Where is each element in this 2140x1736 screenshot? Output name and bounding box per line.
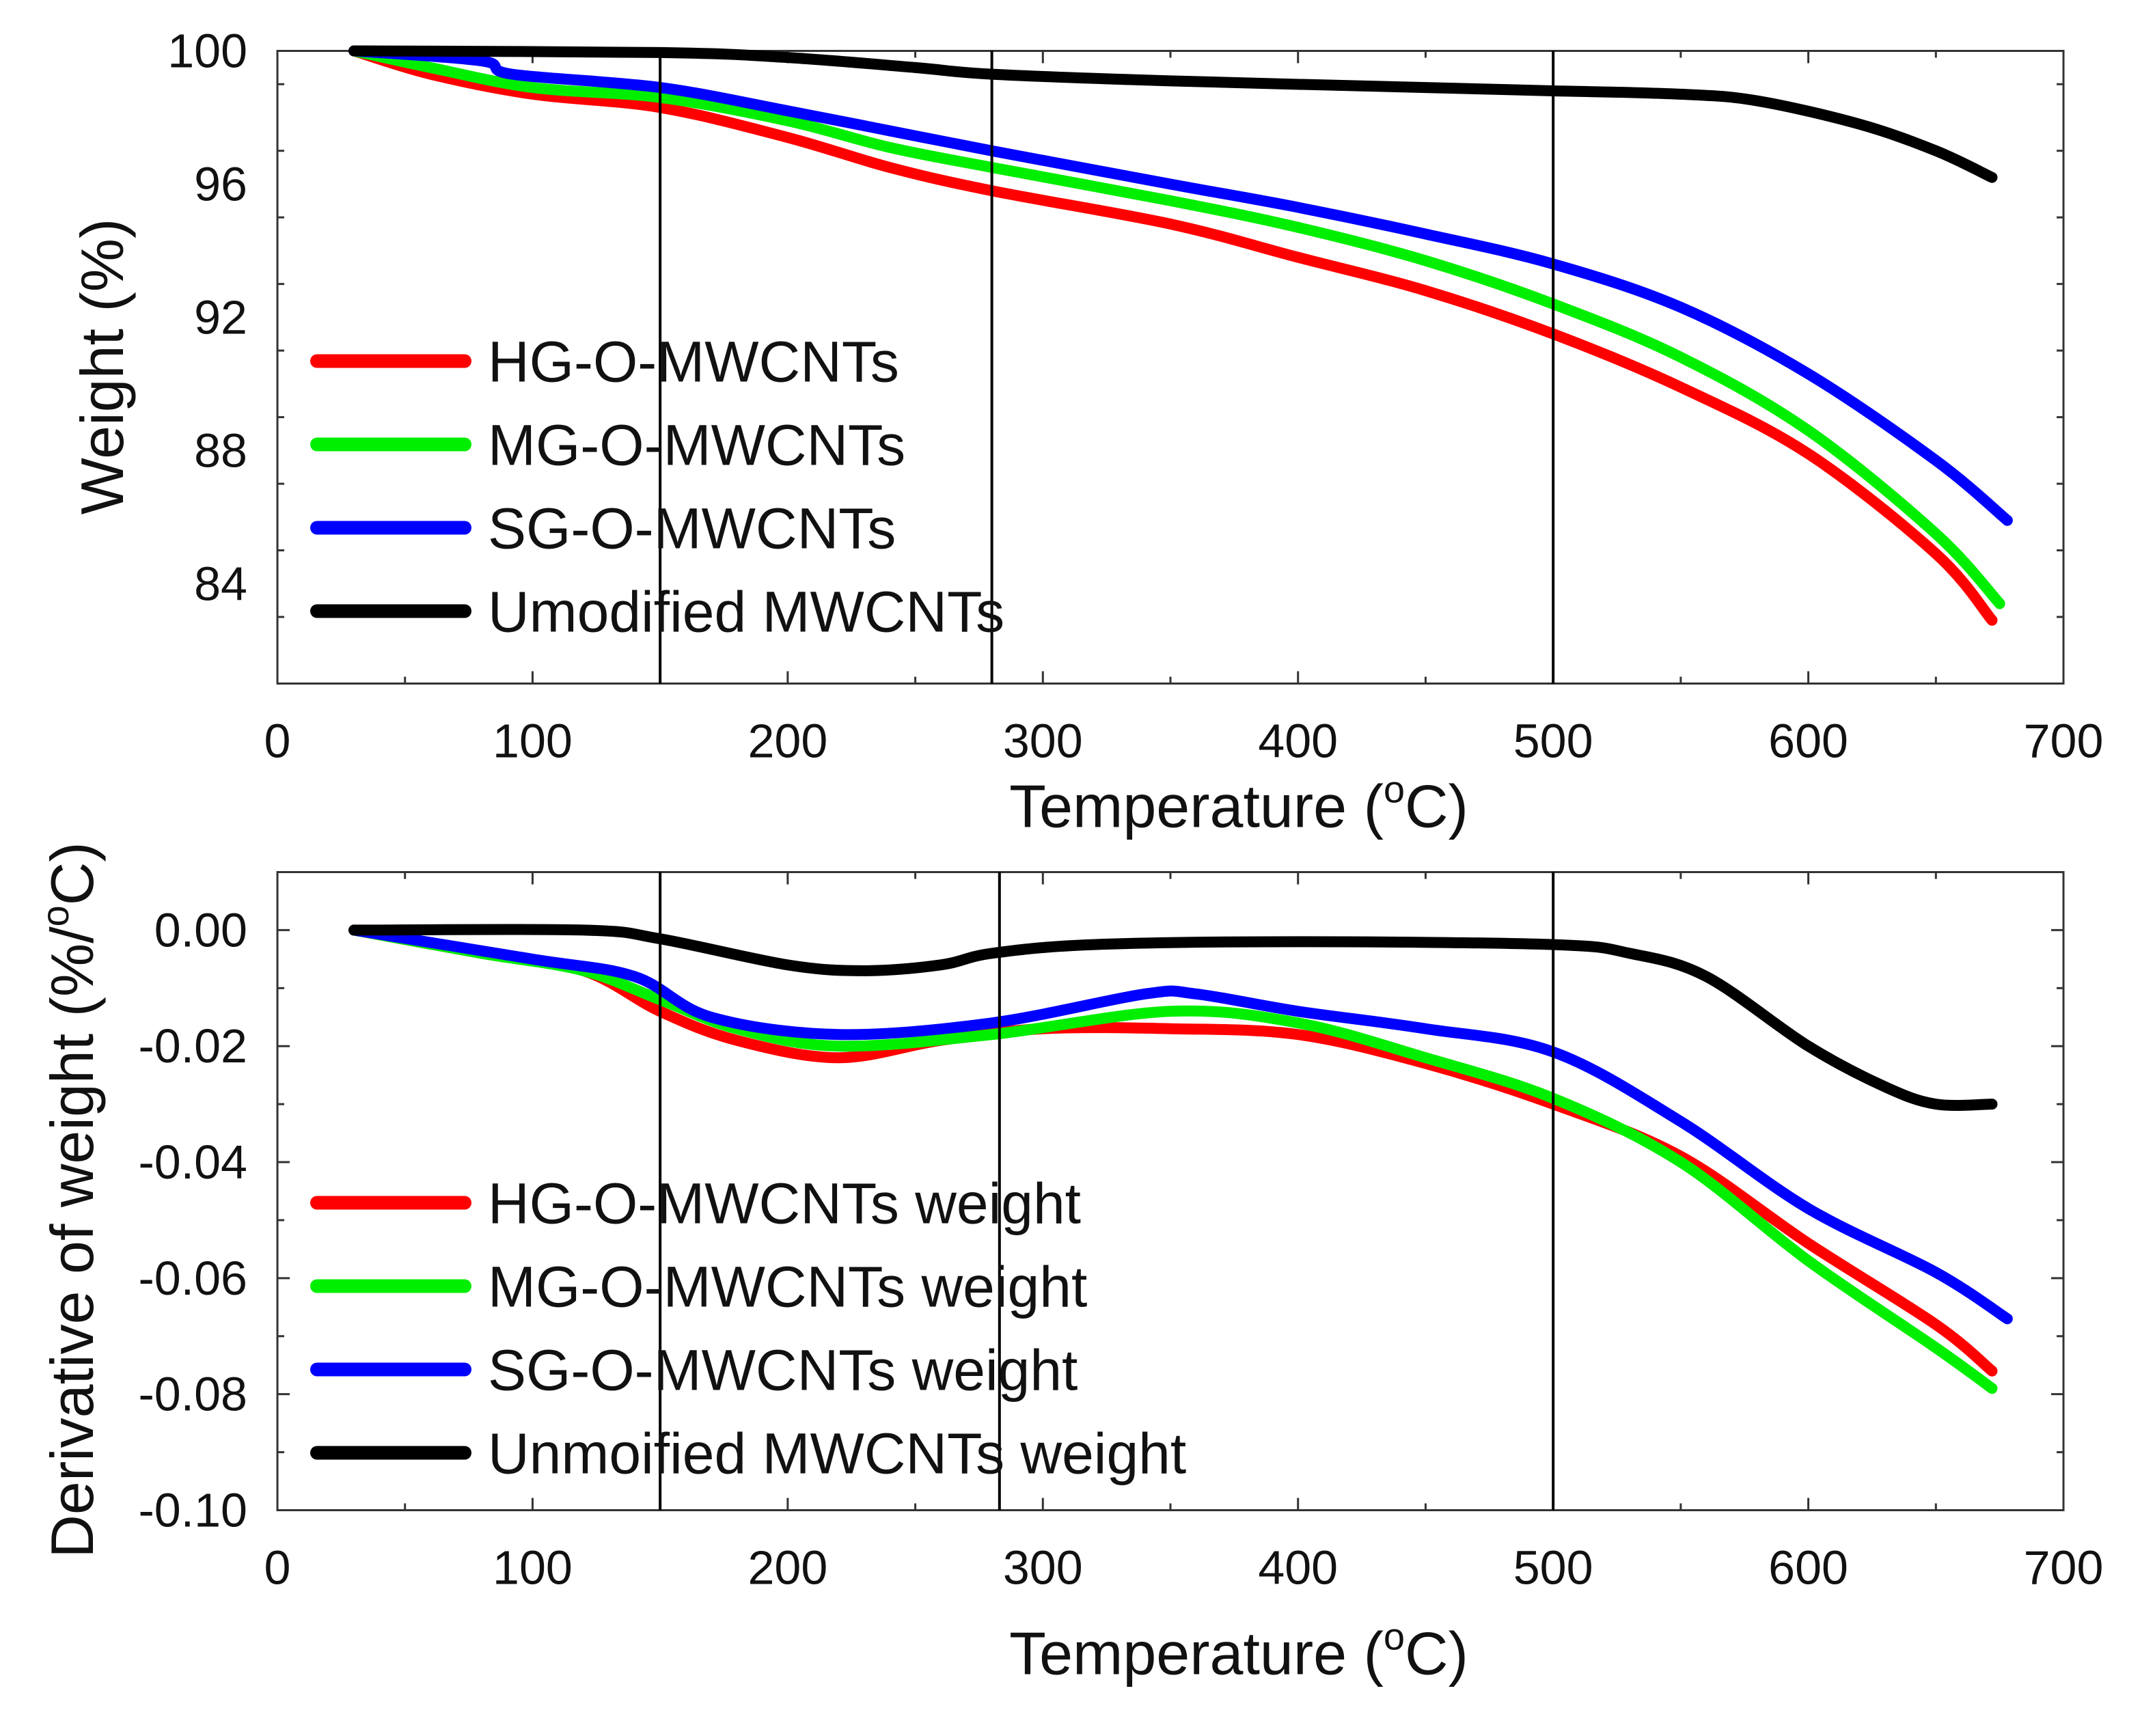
legend: HG-O-MWCNTs weight MG-O-MWCNTs weight SG-O…	[310, 1172, 1186, 1486]
x-axis-label: Temperature (oC)	[1009, 1615, 1468, 1687]
x-tick-label: 600	[1768, 1541, 1848, 1595]
y-tick-label: 84	[194, 557, 247, 610]
legend-label: HG-O-MWCNTs weight	[488, 1172, 1081, 1236]
series-line-mg-o-mwcnts-weight	[348, 924, 1998, 1394]
x-tick-label: 300	[1003, 1541, 1083, 1595]
x-axis-label-main: Temperature (	[1009, 773, 1384, 840]
y-tick-label: 92	[194, 290, 247, 344]
y-tick-label: -0.10	[138, 1484, 247, 1537]
legend-label: HG-O-MWCNTs	[488, 330, 899, 394]
series-line-mg-o-mwcnts	[348, 45, 2005, 609]
series-line-umodified-mwcnts	[348, 45, 1998, 183]
x-tick-label: 200	[747, 715, 827, 768]
y-tick-label: -0.02	[138, 1019, 247, 1073]
weight-panel: 0 100 200 300 400 500 600 700 100 96 92 88 84 Tempera…	[68, 25, 2103, 840]
x-tick-label: 200	[747, 1541, 827, 1595]
y-axis-label-main: Derivative of weight (%/	[38, 926, 106, 1558]
x-tick-label: 400	[1258, 1541, 1338, 1595]
x-axis-label-end: C)	[1405, 1620, 1468, 1687]
legend-label: SG-O-MWCNTs	[488, 497, 896, 561]
legend-label: Umodified MWCNTs	[488, 580, 1004, 644]
y-tick-label: -0.06	[138, 1252, 247, 1305]
y-tick-label: 96	[194, 157, 247, 210]
series-line-hg-o-mwcnts-weight	[348, 924, 1998, 1377]
y-axis-label: Derivative of weight (%/oC)	[33, 842, 106, 1558]
x-tick-label: 700	[2024, 715, 2104, 768]
legend-label: MG-O-MWCNTs	[488, 413, 905, 478]
legend-label: SG-O-MWCNTs weight	[488, 1338, 1078, 1403]
x-tick-label: 600	[1768, 715, 1848, 768]
x-tick-label: 0	[264, 715, 291, 768]
y-axis-label-sup: o	[33, 905, 77, 926]
y-tick-label: 100	[167, 25, 247, 78]
y-tick-label: 0.00	[154, 903, 247, 956]
legend-label: Unmoified MWCNTs weight	[488, 1422, 1186, 1486]
x-tick-label: 700	[2024, 1541, 2104, 1595]
x-axis-label: Temperature (oC)	[1009, 768, 1468, 840]
x-tick-label: 400	[1258, 715, 1338, 768]
x-tick-label: 100	[493, 1541, 573, 1595]
x-tick-label: 500	[1513, 1541, 1593, 1595]
y-tick-label: -0.08	[138, 1368, 247, 1421]
x-tick-label: 100	[493, 715, 573, 768]
x-axis-label-end: C)	[1405, 773, 1468, 840]
x-axis-label-main: Temperature (	[1009, 1620, 1384, 1687]
series-line-sg-o-mwcnts	[348, 45, 2013, 526]
x-axis-label-sup: o	[1384, 1615, 1405, 1658]
y-axis-label: Weight (%)	[68, 219, 136, 515]
legend-label: MG-O-MWCNTs weight	[488, 1255, 1087, 1319]
series-line-hg-o-mwcnts	[348, 45, 1998, 626]
y-tick-label: 88	[194, 424, 247, 477]
x-axis-label-sup: o	[1384, 768, 1405, 811]
legend: HG-O-MWCNTs MG-O-MWCNTs SG-O-MWCNTs Umodifi…	[310, 330, 1004, 644]
x-tick-label: 0	[264, 1541, 291, 1595]
series-line-unmoified-mwcnts-weight	[348, 924, 1998, 1112]
derivative-panel: 0 100 200 300 400 500 600 700 0.00 -0.02 -0.04 -0.0…	[33, 842, 2103, 1687]
x-tick-label: 300	[1003, 715, 1083, 768]
y-axis-label-end: C)	[38, 842, 106, 905]
x-tick-label: 500	[1513, 715, 1593, 768]
y-tick-label: -0.04	[138, 1135, 247, 1189]
series-line-sg-o-mwcnts-weight	[348, 924, 2013, 1325]
